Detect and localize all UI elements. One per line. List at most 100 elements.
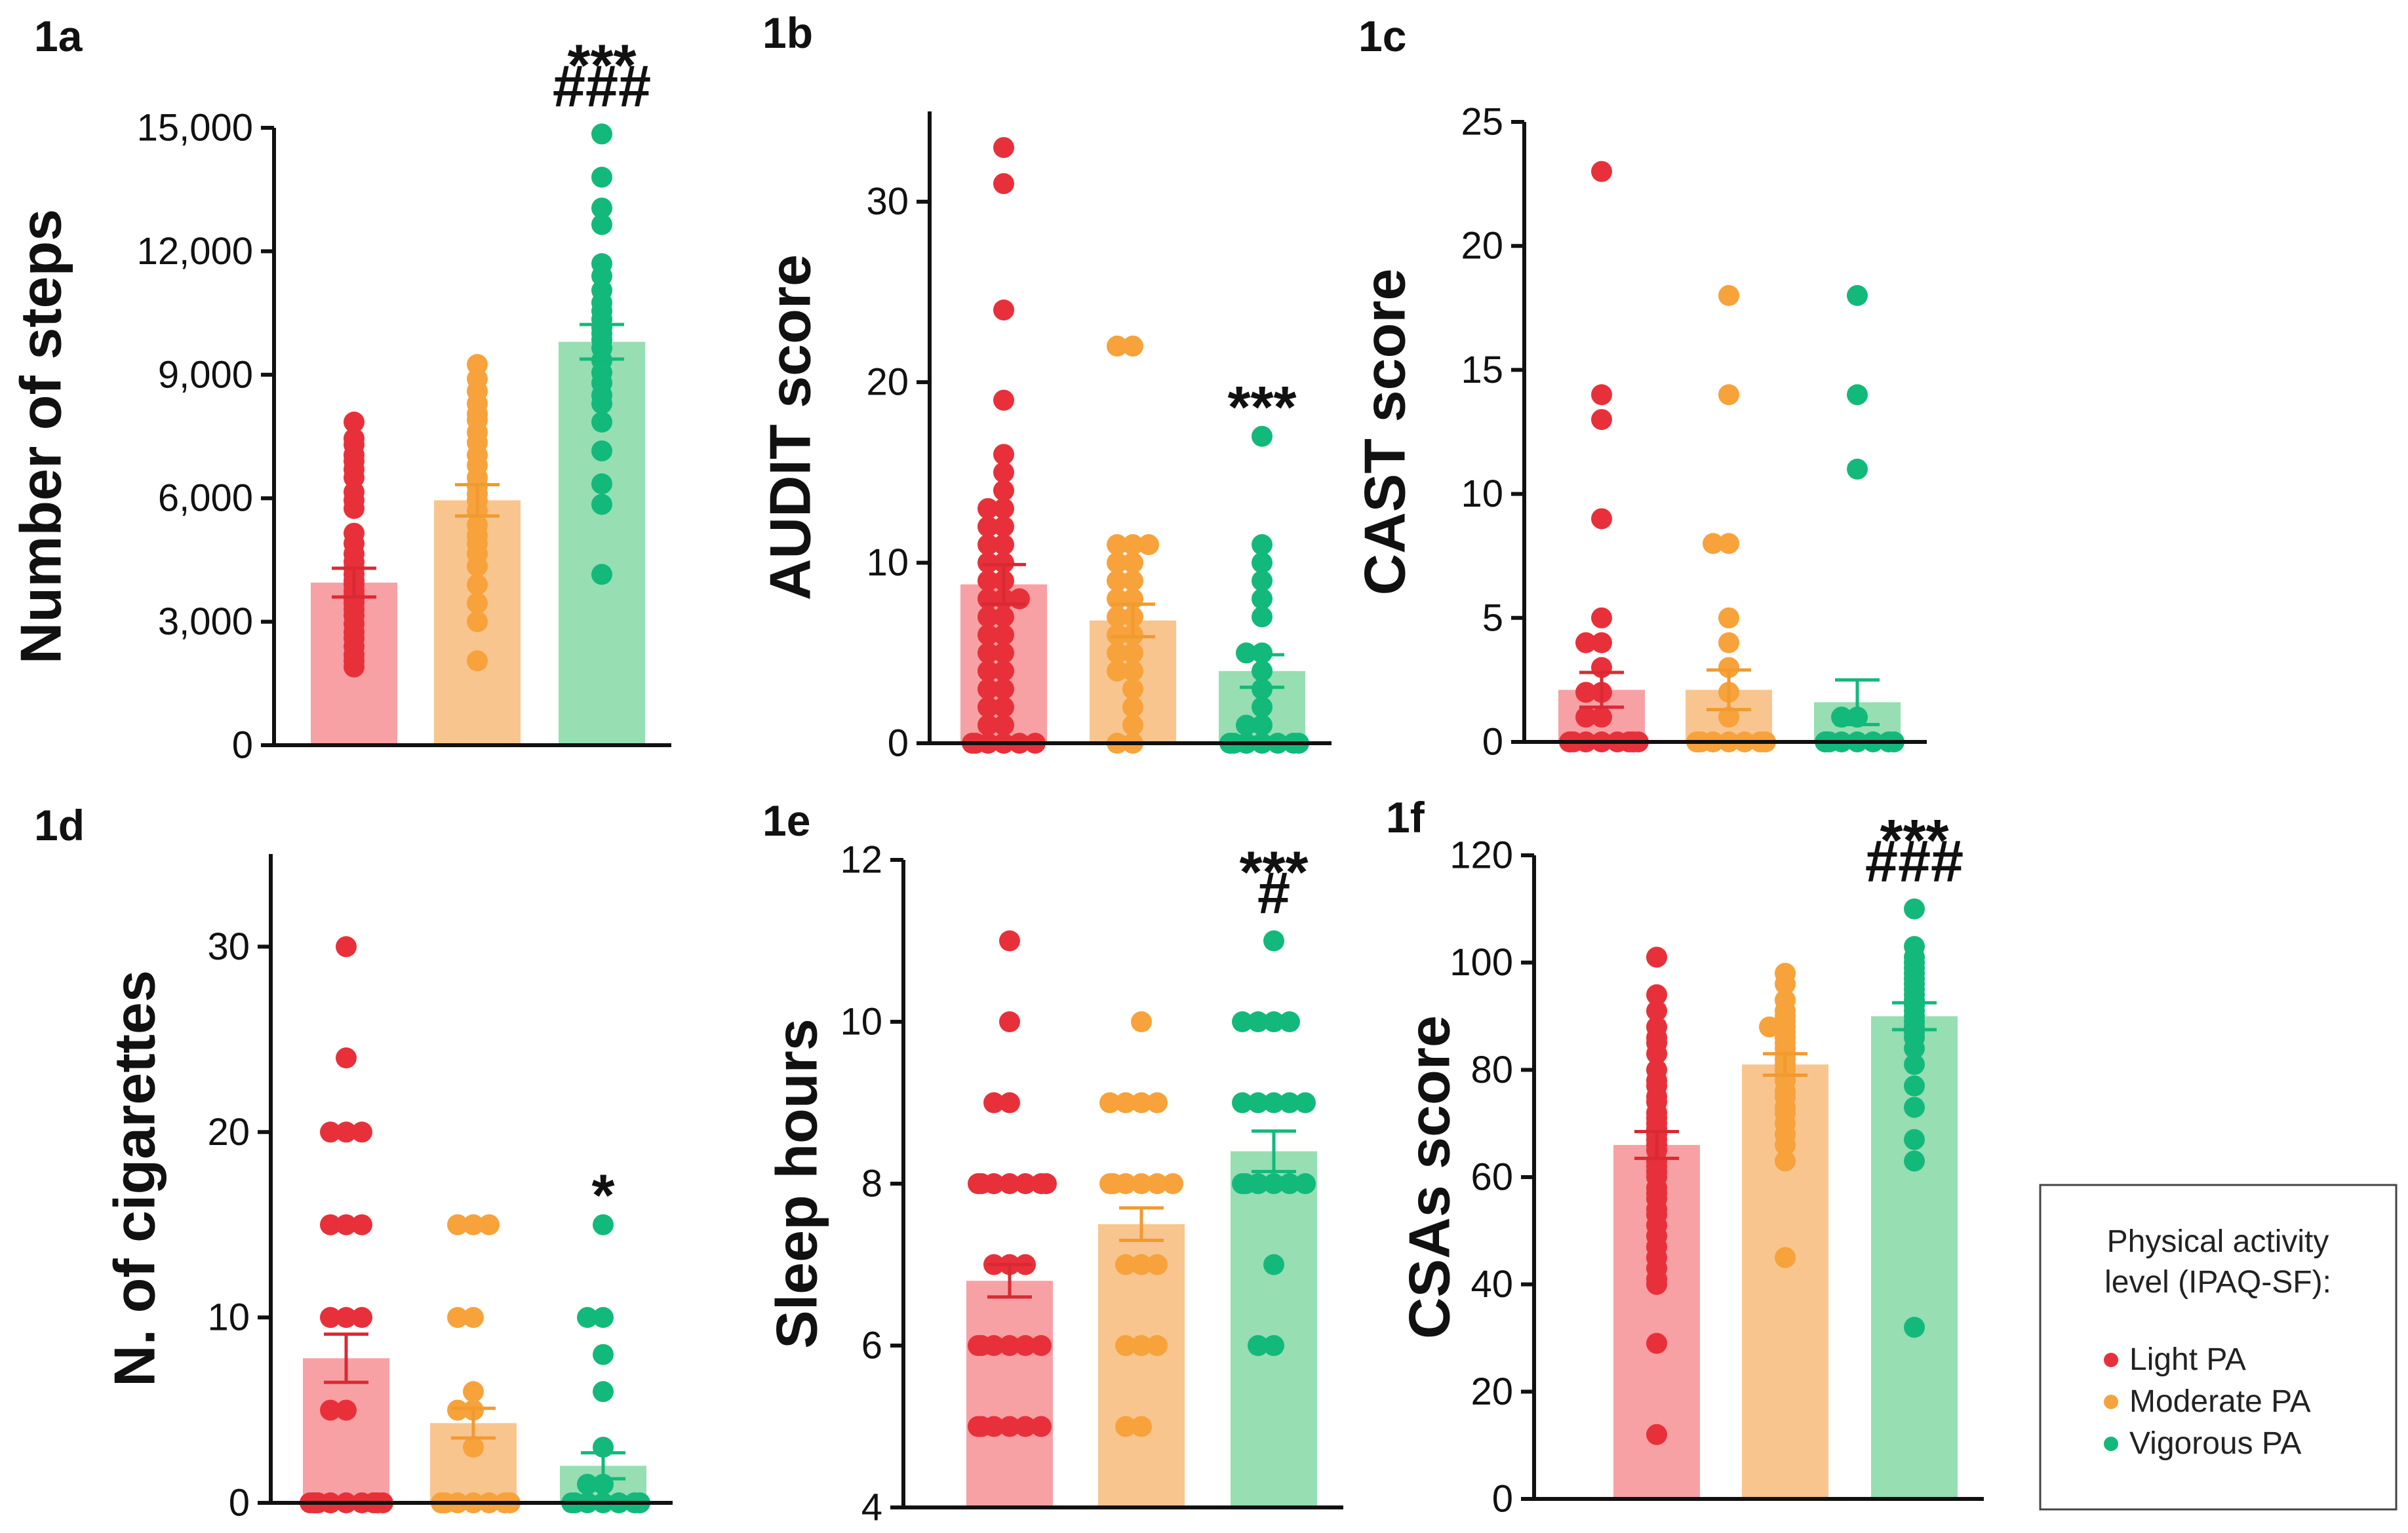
data-point-moderate [1131, 1335, 1152, 1356]
y-tick-label: 15 [1461, 349, 1503, 391]
data-point-light [999, 1173, 1020, 1194]
legend-label-moderate: Moderate PA [2129, 1384, 2311, 1419]
data-point-light [977, 606, 998, 628]
data-point-moderate [1131, 1092, 1152, 1114]
data-point-moderate [1107, 624, 1128, 646]
data-point-light [999, 930, 1020, 952]
data-point-light [344, 497, 365, 519]
data-point-vigorous [1252, 588, 1273, 610]
y-tick-label: 0 [888, 722, 909, 765]
data-point-vigorous [1235, 1173, 1256, 1194]
chart-panel-1b: 1b AUDIT score 0 10 20 30 *** [758, 9, 1332, 765]
data-point-light [351, 1121, 372, 1143]
data-point-light [993, 624, 1014, 646]
y-tick-label: 20 [1470, 1370, 1513, 1413]
y-tick-label: 10 [866, 541, 909, 584]
y-tick-label: 30 [207, 925, 250, 968]
panel-label: 1f [1386, 793, 1425, 842]
significance-hashes: # [1257, 861, 1290, 927]
data-point-moderate [447, 1214, 468, 1235]
data-point-moderate [1131, 1254, 1152, 1275]
data-point-vigorous [1252, 678, 1273, 700]
data-point-light [1009, 588, 1030, 610]
significance-stars: *** [1239, 840, 1308, 906]
data-point-light [999, 1092, 1020, 1114]
data-point-light [993, 173, 1014, 195]
bar-light [966, 1281, 1053, 1507]
y-tick-label: 25 [1461, 101, 1503, 144]
y-tick-label: 0 [229, 1482, 250, 1524]
data-point-vigorous [593, 1214, 614, 1235]
data-point-moderate [1107, 642, 1128, 664]
data-point-vigorous [591, 166, 612, 188]
data-point-vigorous [1252, 714, 1273, 736]
data-point-light [971, 1173, 992, 1194]
chart-panel-1d: 1d N. of cigarettes 0 10 20 30 * [34, 801, 673, 1524]
data-point-light [1646, 1043, 1667, 1064]
data-point-vigorous [1252, 642, 1273, 664]
data-point-light [993, 497, 1014, 519]
panel-label: 1d [34, 801, 85, 849]
data-point-vigorous [1252, 570, 1273, 592]
data-point-vigorous [591, 123, 612, 145]
legend-box [2039, 1184, 2398, 1511]
y-axis-title: AUDIT score [758, 254, 823, 600]
data-point-moderate [463, 1381, 484, 1403]
data-point-vigorous [591, 473, 612, 495]
data-point-light [993, 678, 1014, 700]
data-point-light [1591, 409, 1612, 431]
data-point-light [1015, 1335, 1036, 1356]
data-point-moderate [1103, 1173, 1124, 1194]
data-point-vigorous [1904, 1129, 1925, 1150]
data-point-vigorous [1279, 1092, 1300, 1114]
data-point-moderate [1115, 1254, 1136, 1275]
data-point-moderate [1775, 1247, 1796, 1268]
significance-stars: * [591, 1163, 614, 1229]
y-tick-label: 30 [866, 180, 909, 223]
data-point-moderate [1107, 336, 1128, 357]
data-point-vigorous [1904, 1096, 1925, 1118]
data-point-moderate [467, 354, 488, 376]
data-point-vigorous [1904, 1150, 1925, 1172]
data-point-moderate [1147, 1092, 1168, 1114]
data-point-light [1591, 508, 1612, 530]
significance-stars: *** [1227, 375, 1296, 440]
data-point-vigorous [1252, 534, 1273, 556]
panel-label: 1b [762, 9, 813, 57]
data-point-light [351, 1307, 372, 1329]
data-point-light [320, 1121, 341, 1143]
data-point-light [1591, 607, 1612, 629]
data-point-moderate [1718, 632, 1739, 653]
data-point-vigorous [593, 1344, 614, 1365]
legend-label-vigorous: Vigorous PA [2129, 1426, 2301, 1461]
y-tick-label: 15,000 [137, 107, 253, 149]
y-axis-title: Number of steps [9, 209, 73, 664]
chart-panel-1f: 1f CSAs score 0 20 40 60 80 100 120 ###*** [1386, 793, 1984, 1521]
data-point-light [977, 678, 998, 700]
data-point-vigorous [1904, 898, 1925, 920]
data-point-moderate [1131, 1416, 1152, 1437]
data-point-light [320, 1399, 341, 1421]
data-point-light [1646, 1273, 1667, 1295]
data-point-light [977, 552, 998, 573]
data-point-light [977, 696, 998, 718]
data-point-light [977, 570, 998, 592]
data-point-moderate [1718, 607, 1739, 629]
data-point-light [993, 696, 1014, 718]
legend-marker-vigorous [2104, 1437, 2118, 1451]
data-point-vigorous [1248, 1335, 1269, 1356]
data-point-vigorous [591, 494, 612, 515]
data-point-vigorous [593, 1307, 614, 1329]
data-point-vigorous [1904, 1075, 1925, 1096]
data-point-light [999, 1416, 1020, 1437]
significance-hashes: ### [553, 54, 651, 119]
data-point-light [1646, 984, 1667, 1005]
data-point-light [320, 1214, 341, 1235]
y-tick-label: 120 [1450, 834, 1513, 877]
bar-vigorous [1231, 1151, 1317, 1507]
data-point-moderate [479, 1214, 500, 1235]
y-axis-title: CSAs score [1397, 1015, 1462, 1339]
data-point-light [977, 588, 998, 610]
data-point-light [336, 1214, 357, 1235]
